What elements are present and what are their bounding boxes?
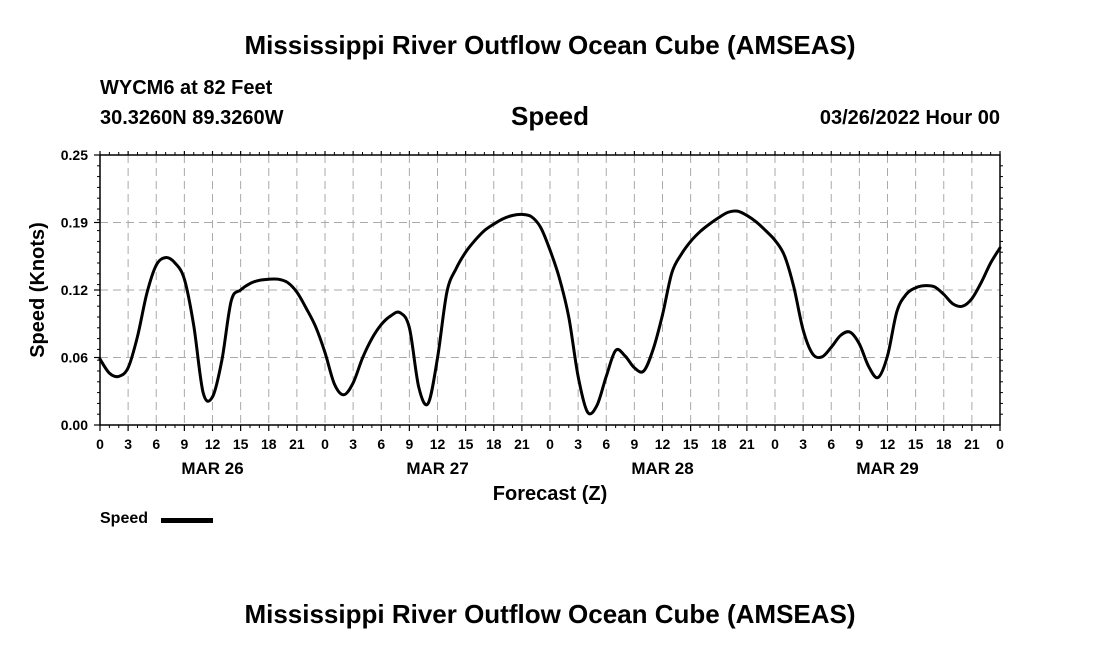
x-tick-label: 12	[655, 436, 671, 452]
axis-ticks	[94, 151, 1003, 431]
x-tick-label: 6	[602, 436, 610, 452]
station-label: WYCM6 at 82 Feet	[100, 77, 273, 99]
x-tick-label: 0	[96, 436, 104, 452]
y-axis-label: Speed (Knots)	[27, 222, 49, 358]
speed-series-line	[98, 209, 1002, 416]
day-labels: MAR 26 MAR 27 MAR 28 MAR 29	[181, 459, 918, 478]
x-tick-label: 21	[289, 436, 305, 452]
x-tick-label: 9	[855, 436, 863, 452]
x-tick-label: 0	[771, 436, 779, 452]
x-tick-label: 15	[908, 436, 924, 452]
x-tick-label: 18	[261, 436, 277, 452]
legend-label: Speed	[100, 510, 149, 527]
x-tick-label: 9	[180, 436, 188, 452]
x-tick-label: 21	[964, 436, 980, 452]
x-tick-label: 6	[152, 436, 160, 452]
x-tick-label: 3	[574, 436, 582, 452]
coordinates-label: 30.3260N 89.3260W	[100, 107, 284, 129]
day-label: MAR 26	[181, 459, 243, 478]
x-tick-label: 0	[996, 436, 1004, 452]
x-axis-label: Forecast (Z)	[493, 483, 607, 505]
x-tick-label: 18	[711, 436, 727, 452]
x-tick-label: 6	[377, 436, 385, 452]
x-tick-label: 12	[430, 436, 446, 452]
x-tick-label: 15	[683, 436, 699, 452]
x-tick-labels: 0 3 6 9 12 15 18 21 0 3 6 9 12 15 18 21 0 3 6 9 12 15 18 21 0 3 6 9…	[96, 436, 1004, 452]
x-tick-label: 18	[486, 436, 502, 452]
x-tick-label: 21	[739, 436, 755, 452]
x-tick-label: 3	[349, 436, 357, 452]
x-tick-label: 18	[936, 436, 952, 452]
y-tick-label: 0.19	[61, 215, 88, 231]
x-tick-label: 15	[233, 436, 249, 452]
x-tick-label: 15	[458, 436, 474, 452]
y-tick-label: 0.12	[61, 282, 88, 298]
y-tick-label: 0.00	[61, 417, 88, 433]
legend-swatch	[161, 518, 213, 523]
x-tick-label: 12	[205, 436, 221, 452]
day-label: MAR 27	[406, 459, 468, 478]
chart-variable-heading: Speed	[510, 101, 590, 131]
forecast-time-label: 03/26/2022 Hour 00	[819, 107, 1000, 129]
x-tick-label: 0	[546, 436, 554, 452]
y-tick-label: 0.25	[61, 147, 88, 163]
footer-title: Mississippi River Outflow Ocean Cube (AM…	[244, 599, 856, 629]
x-tick-label: 21	[514, 436, 530, 452]
x-tick-label: 12	[880, 436, 896, 452]
x-tick-label: 3	[799, 436, 807, 452]
x-tick-label: 9	[630, 436, 638, 452]
y-tick-labels: 0.00 0.06 0.12 0.19 0.25	[61, 147, 88, 433]
chart-grid	[100, 155, 1000, 425]
day-label: MAR 29	[856, 459, 918, 478]
day-label: MAR 28	[631, 459, 693, 478]
x-tick-label: 6	[827, 436, 835, 452]
y-tick-label: 0.06	[61, 350, 88, 366]
x-tick-label: 9	[405, 436, 413, 452]
x-tick-label: 0	[321, 436, 329, 452]
x-tick-label: 3	[124, 436, 132, 452]
chart-title: Mississippi River Outflow Ocean Cube (AM…	[244, 30, 856, 60]
